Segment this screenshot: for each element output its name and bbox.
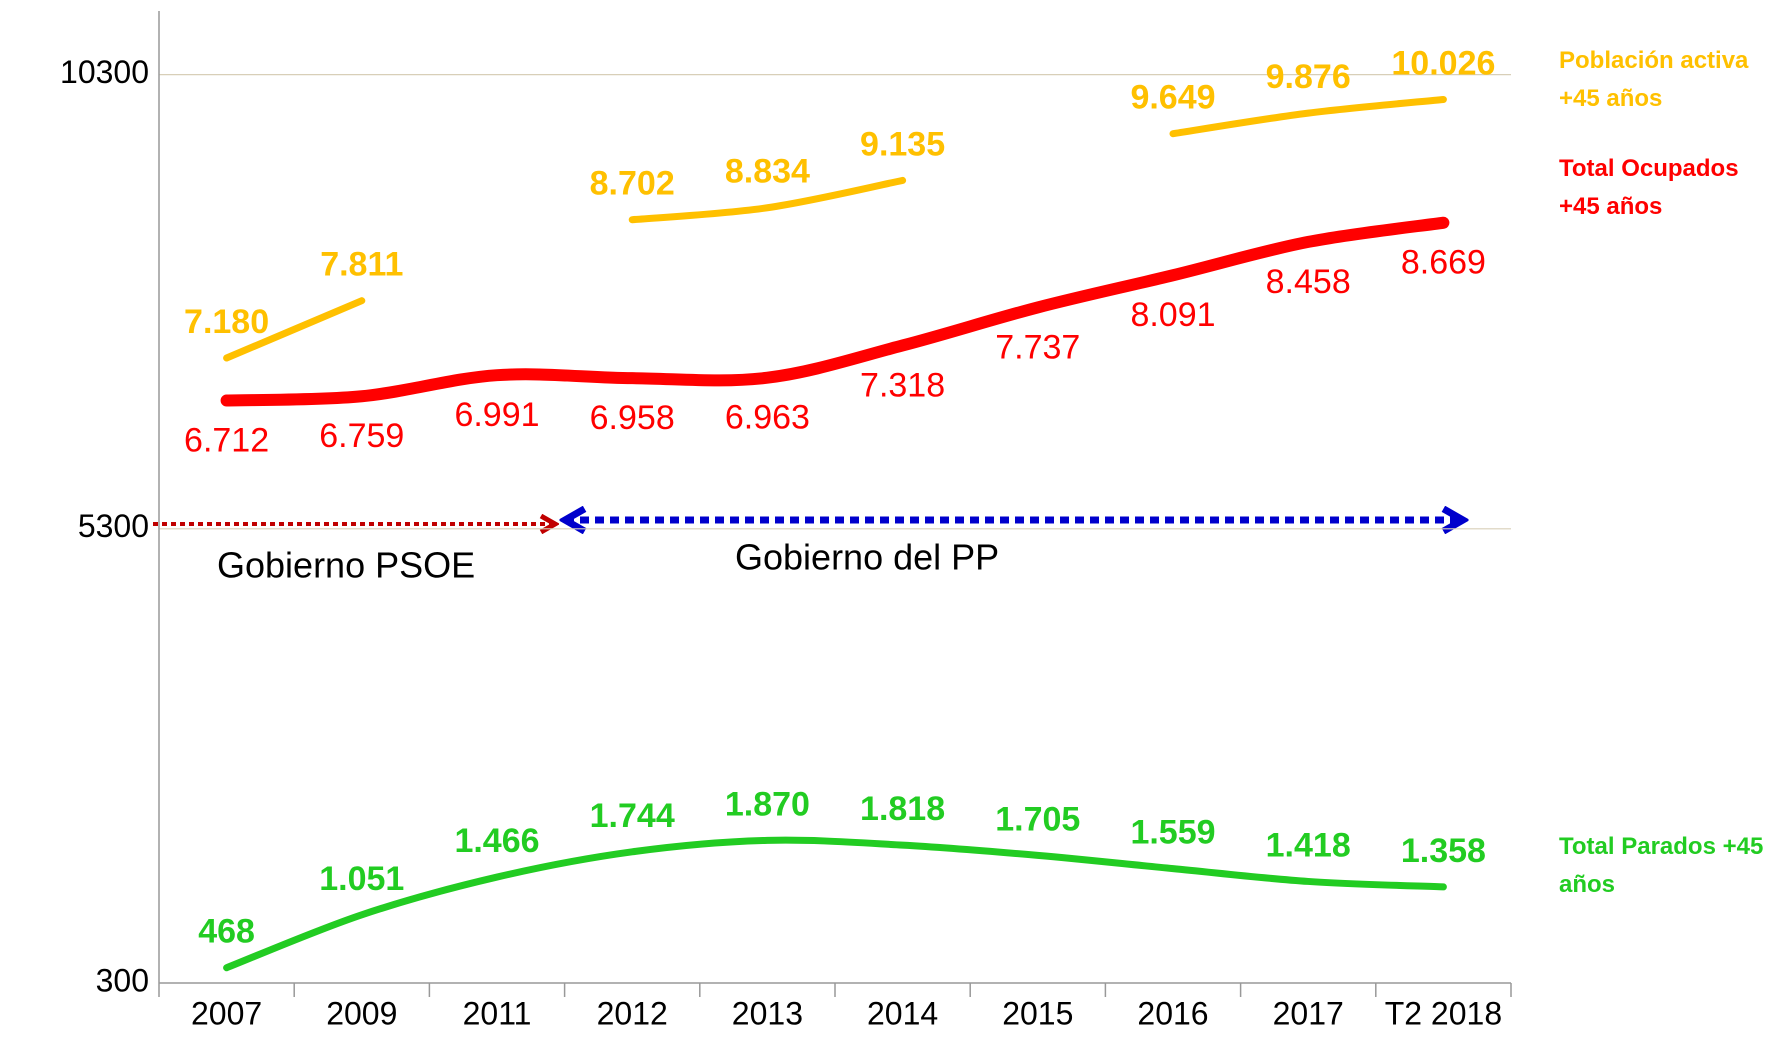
legend-entry: Total Parados +45 años: [1559, 833, 1777, 898]
y-tick-label: 300: [96, 962, 149, 998]
data-label: 1.559: [1130, 814, 1215, 852]
x-tick-label: 2007: [191, 995, 262, 1031]
series-line: [223, 836, 1447, 972]
data-label: 9.649: [1130, 79, 1215, 117]
legend-entry: Total Ocupados +45 años: [1559, 155, 1746, 220]
x-tick-label: T2 2018: [1385, 995, 1502, 1031]
annotation: Gobierno PSOE: [217, 545, 475, 586]
series-line: [628, 176, 907, 224]
data-label: 1.744: [590, 797, 675, 835]
data-label: 9.135: [860, 125, 945, 163]
x-tick-label: 2017: [1273, 995, 1344, 1031]
data-label: 7.811: [320, 246, 403, 284]
x-tick-label: 2016: [1137, 995, 1208, 1031]
y-tick-label: 10300: [60, 54, 149, 90]
data-label: 6.759: [319, 417, 404, 455]
series-line: [1169, 95, 1447, 138]
data-label: 1.051: [319, 860, 404, 898]
data-label: 6.991: [454, 396, 539, 434]
data-label: 6.963: [725, 399, 810, 437]
x-tick-label: 2011: [463, 995, 532, 1031]
data-label: 8.702: [590, 165, 675, 203]
data-label: 1.870: [725, 785, 810, 823]
data-label: 1.466: [454, 822, 539, 860]
x-tick-label: 2009: [326, 995, 397, 1031]
data-label: 1.358: [1401, 832, 1486, 870]
series-line: [220, 216, 1450, 407]
data-label: 8.669: [1401, 244, 1486, 282]
legend-entry: Población activa +45 años: [1559, 47, 1756, 112]
data-label: 6.712: [184, 422, 269, 460]
data-label: 8.458: [1266, 263, 1351, 301]
x-tick-label: 2013: [732, 995, 803, 1031]
data-label: 7.737: [995, 328, 1080, 366]
y-tick-label: 5300: [78, 508, 149, 544]
data-label: 7.180: [184, 303, 269, 341]
annotation: Gobierno del PP: [735, 537, 999, 578]
data-label: 1.818: [860, 790, 945, 828]
data-label: 6.958: [590, 399, 675, 437]
data-label: 1.418: [1266, 826, 1351, 864]
data-label: 468: [198, 913, 255, 951]
data-label: 9.876: [1266, 58, 1351, 96]
data-label: 8.091: [1130, 296, 1215, 334]
data-label: 1.705: [995, 800, 1080, 838]
data-label: 7.318: [860, 366, 945, 404]
data-label: 8.834: [725, 153, 810, 191]
data-label: 10.026: [1391, 44, 1495, 82]
x-tick-label: 2014: [867, 995, 938, 1031]
x-tick-label: 2012: [597, 995, 668, 1031]
series-line: [223, 297, 366, 362]
x-tick-label: 2015: [1002, 995, 1073, 1031]
